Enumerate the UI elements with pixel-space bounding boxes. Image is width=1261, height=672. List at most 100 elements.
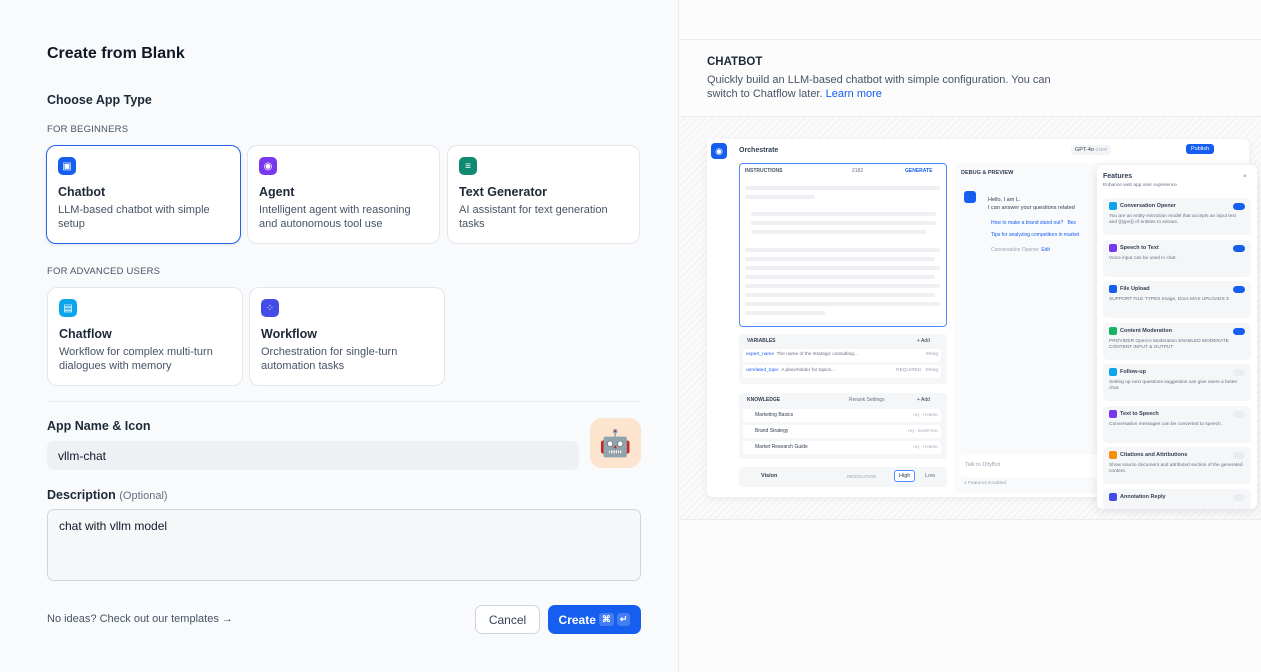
chatflow-icon: ▤ xyxy=(59,299,77,317)
feature-icon xyxy=(1109,409,1117,418)
resolution-high: High xyxy=(894,470,916,482)
feature-icon xyxy=(1109,451,1117,459)
knowledge-section: KNOWLEDGE Rerank Settings + Add Marketin… xyxy=(739,393,947,459)
card-title: Text Generator xyxy=(459,185,547,199)
preview-panel: CHATBOT Quickly build an LLM-based chatb… xyxy=(678,0,1261,672)
feature-item: File Upload SUPPORT FILE TYPES Image, Doc… xyxy=(1103,281,1251,318)
doc-name: Market Research Guide xyxy=(755,444,808,450)
feature-desc: Setting up next questions suggestion can… xyxy=(1109,380,1238,391)
feature-title-text: Content Moderation xyxy=(1120,327,1172,334)
optional-hint: (Optional) xyxy=(119,490,168,502)
feature-toggle xyxy=(1233,244,1245,252)
feature-toggle xyxy=(1233,369,1245,376)
greeting-line: Hello, I am L. xyxy=(988,197,1021,203)
vision-section: Vision RESOLUTION High Low xyxy=(739,467,947,487)
feature-title-text: Text to Speech xyxy=(1120,410,1159,417)
feature-desc: PROVIDER OpenAI Moderation ENABLED MODER… xyxy=(1109,338,1229,350)
card-title: Chatbot xyxy=(58,185,106,199)
feature-desc: Show source document and attributed sect… xyxy=(1109,463,1243,474)
publish-button: Publish xyxy=(1186,144,1215,154)
bot-avatar xyxy=(964,191,976,203)
features-panel: Features Enhance web app user experience… xyxy=(1097,165,1257,509)
q1: How to make a brand stand out? xyxy=(991,220,1064,226)
create-form-panel: Create from Blank Choose App Type FOR BE… xyxy=(46,45,641,634)
page-title: Create from Blank xyxy=(47,45,185,62)
learn-more-link[interactable]: Learn more xyxy=(825,88,882,100)
feature-title-text: Speech to Text xyxy=(1120,244,1159,251)
bot-greeting: Hello, I am L. I can answer your question… xyxy=(988,196,1075,212)
generate-button: GENERATE xyxy=(905,168,933,174)
feature-item: Text to Speech Conversation messages can … xyxy=(1103,405,1251,443)
feature-toggle xyxy=(1233,203,1245,210)
app-type-workflow[interactable]: ⁘ Workflow Orchestration for single-turn… xyxy=(249,287,445,386)
doc-name: Brand Strategy xyxy=(755,428,789,434)
templates-link-text: No ideas? Check out our templates xyxy=(47,613,219,625)
add-variable: + Add xyxy=(917,338,930,344)
app-name-input[interactable]: vllm-chat xyxy=(47,441,579,470)
var-required: REQUIRED xyxy=(896,368,922,373)
app-icon-picker[interactable]: 🤖 xyxy=(590,418,641,468)
beginners-label: FOR BEGINNERS xyxy=(47,124,129,135)
suggested-question: Tips for analyzing competitors in market xyxy=(991,232,1080,238)
feature-item: Content Moderation PROVIDER OpenAI Modera… xyxy=(1103,322,1251,360)
vision-label: Vision xyxy=(761,473,778,479)
description-label-text: Description xyxy=(47,488,116,502)
description-textarea[interactable]: chat with vllm model xyxy=(47,509,641,581)
feature-item: Conversation Opener You are an entity ext… xyxy=(1103,198,1251,235)
instructions-label: INSTRUCTIONS xyxy=(745,168,783,174)
add-knowledge: + Add xyxy=(917,397,930,403)
card-desc: AI assistant for text generation tasks xyxy=(459,204,608,230)
enter-key: ↵ xyxy=(616,613,631,626)
feature-title: Content Moderation xyxy=(1109,326,1245,335)
feature-title: Speech to Text xyxy=(1109,243,1245,252)
feature-title-text: Follow-up xyxy=(1120,369,1146,375)
templates-link[interactable]: No ideas? Check out our templates → xyxy=(47,613,233,625)
feature-title: Text to Speech xyxy=(1109,409,1245,418)
feature-title: Follow-up xyxy=(1109,368,1245,376)
doc-tag: HQ · INVERTED xyxy=(908,428,938,433)
feature-item: Follow-up Setting up next questions sugge… xyxy=(1103,364,1251,401)
feature-title: Annotation Reply xyxy=(1109,492,1245,501)
feature-toggle xyxy=(1233,452,1245,459)
divider xyxy=(47,401,641,402)
rerank-settings: Rerank Settings xyxy=(849,397,885,403)
app-type-chatbot[interactable]: ▣ Chatbot LLM-based chatbot with simple … xyxy=(46,145,241,244)
model-tag: CHAT xyxy=(1095,147,1108,152)
app-name-label: App Name & Icon xyxy=(47,419,151,433)
model-name: GPT-4o xyxy=(1075,147,1094,153)
variables-label: VARIABLES xyxy=(747,338,776,344)
doc-tag: HQ · HYBRID xyxy=(913,412,938,417)
feature-title: Conversation Opener xyxy=(1109,202,1245,210)
knowledge-row: Brand Strategy HQ · INVERTED xyxy=(743,425,941,438)
card-desc: Workflow for complex multi-turn dialogue… xyxy=(59,346,213,372)
resolution-low: Low xyxy=(925,473,936,479)
preview-desc-text: Quickly build an LLM-based chatbot with … xyxy=(707,74,1051,100)
feature-desc: You are an entity extraction model that … xyxy=(1109,214,1237,225)
create-button[interactable]: Create ⌘ ↵ xyxy=(548,605,641,634)
feature-item: Speech to Text Voice input can be used in… xyxy=(1103,239,1251,277)
app-type-chatflow[interactable]: ▤ Chatflow Workflow for complex multi-tu… xyxy=(47,287,243,386)
model-selector: GPT-4o CHAT xyxy=(1071,145,1112,155)
app-type-agent[interactable]: ◉ Agent Intelligent agent with reasoning… xyxy=(247,145,440,244)
feature-toggle xyxy=(1233,286,1245,293)
app-type-text-generator[interactable]: ≡ Text Generator AI assistant for text g… xyxy=(447,145,640,244)
variable-row: expert_name The name of the strategic co… xyxy=(743,349,941,362)
var-type: String xyxy=(925,352,938,357)
chatbot-preview-image: ◉ Orchestrate GPT-4o CHAT Publish INSTRU… xyxy=(679,116,1261,520)
feature-icon xyxy=(1109,368,1117,376)
cancel-button[interactable]: Cancel xyxy=(475,605,540,634)
feature-desc: Conversation messages can be converted t… xyxy=(1109,421,1223,427)
choose-app-type-label: Choose App Type xyxy=(47,93,152,107)
workflow-icon: ⁘ xyxy=(261,299,279,317)
text-generator-icon: ≡ xyxy=(459,157,477,175)
resolution-label: RESOLUTION xyxy=(847,474,877,479)
opener-note: Conversation Opener Edit xyxy=(991,247,1050,253)
var-desc: The name of the strategic consulting... xyxy=(776,352,858,357)
description-label: Description (Optional) xyxy=(47,488,168,502)
feature-title-text: Conversation Opener xyxy=(1120,203,1176,209)
greeting-line: I can answer your questions related xyxy=(988,205,1075,211)
feature-desc: SUPPORT FILE TYPES Image, Docs MAX UPLOA… xyxy=(1109,297,1229,302)
feature-title: File Upload xyxy=(1109,285,1245,293)
knowledge-row: Market Research Guide HQ · HYBRID xyxy=(743,441,941,454)
debug-label: DEBUG & PREVIEW xyxy=(961,170,1014,176)
